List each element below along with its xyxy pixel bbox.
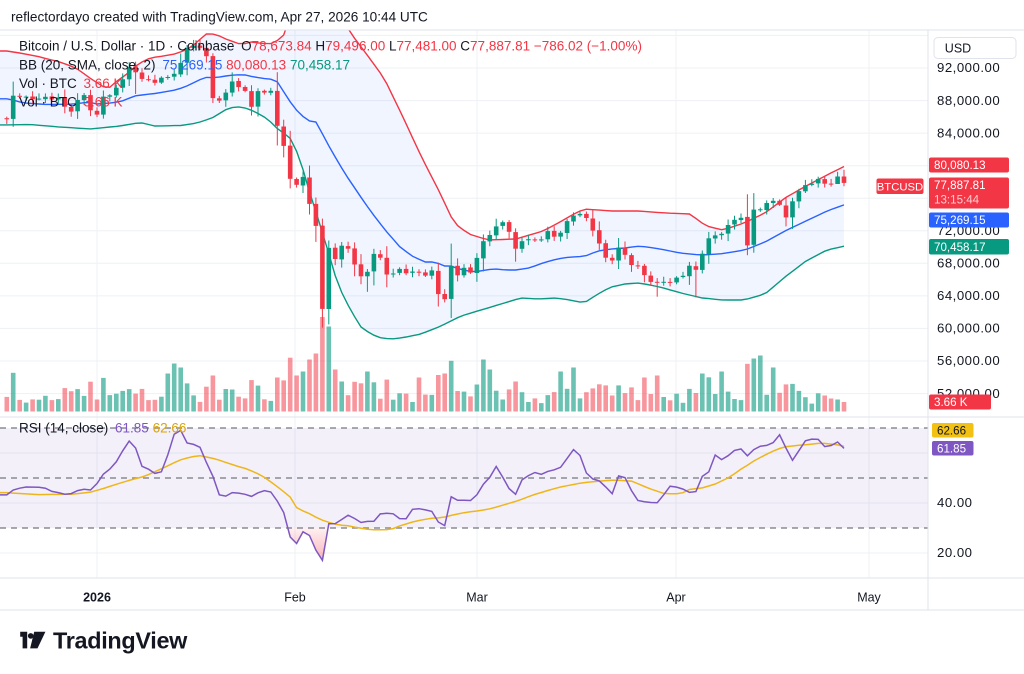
svg-text:May: May (857, 591, 881, 605)
svg-text:Bitcoin / U.S. Dollar · 1D · C: Bitcoin / U.S. Dollar · 1D · Coinbase O7… (19, 39, 642, 54)
svg-text:13:15:44: 13:15:44 (934, 194, 980, 207)
svg-text:Vol · BTC 3.66 K: Vol · BTC 3.66 K (19, 95, 123, 110)
svg-text:60,000.00: 60,000.00 (937, 321, 1000, 336)
svg-text:reflectordayo created with Tra: reflectordayo created with TradingView.c… (11, 10, 428, 25)
svg-text:75,269.15: 75,269.15 (934, 214, 986, 227)
svg-text:80,080.13: 80,080.13 (934, 159, 986, 172)
svg-text:TradingView: TradingView (53, 628, 188, 654)
svg-text:61.85: 61.85 (937, 442, 966, 455)
svg-text:88,000.00: 88,000.00 (937, 93, 1000, 108)
svg-text:USD: USD (945, 41, 971, 55)
svg-text:92,000.00: 92,000.00 (937, 60, 1000, 75)
svg-text:Feb: Feb (284, 591, 306, 605)
svg-text:Vol · BTC 3.66 K: Vol · BTC 3.66 K (19, 76, 123, 91)
svg-text:62.66: 62.66 (937, 424, 966, 437)
svg-text:2026: 2026 (83, 591, 111, 605)
svg-text:84,000.00: 84,000.00 (937, 125, 1000, 140)
svg-text:BTCUSD: BTCUSD (877, 181, 923, 193)
svg-text:64,000.00: 64,000.00 (937, 288, 1000, 303)
svg-text:56,000.00: 56,000.00 (937, 353, 1000, 368)
svg-text:BB (20, SMA, close, 2) 75,269.: BB (20, SMA, close, 2) 75,269.15 80,080.… (19, 58, 350, 73)
svg-text:Mar: Mar (466, 591, 488, 605)
svg-text:3.66 K: 3.66 K (934, 396, 968, 409)
svg-text:68,000.00: 68,000.00 (937, 256, 1000, 271)
svg-text:77,887.81: 77,887.81 (934, 179, 986, 192)
svg-text:RSI (14, close) 61.85 62.66: RSI (14, close) 61.85 62.66 (19, 421, 186, 436)
svg-text:Apr: Apr (666, 591, 685, 605)
svg-text:70,458.17: 70,458.17 (934, 241, 986, 254)
svg-text:20.00: 20.00 (937, 545, 973, 560)
svg-text:40.00: 40.00 (937, 495, 973, 510)
